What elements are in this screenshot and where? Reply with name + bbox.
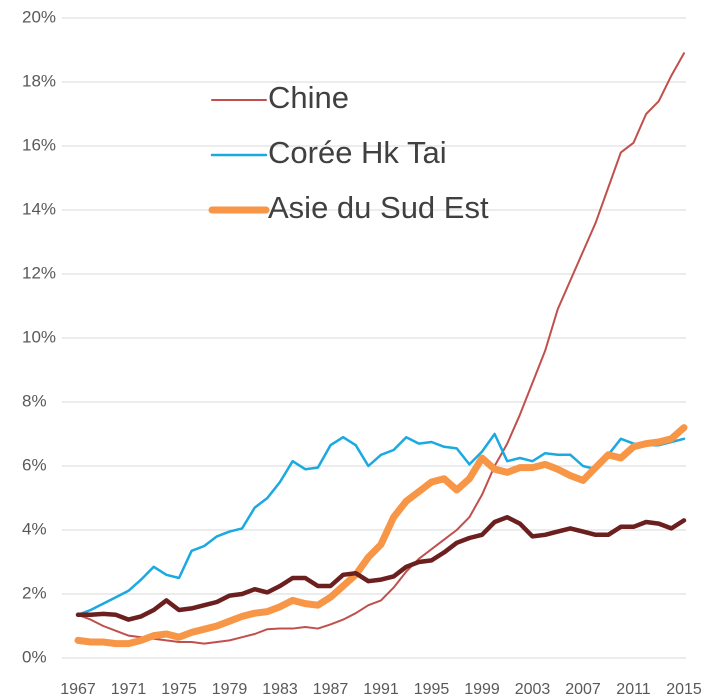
y-tick-label: 2%	[22, 583, 47, 602]
series-line	[74, 424, 688, 648]
x-tick-label: 1995	[414, 681, 450, 698]
series-line	[75, 514, 687, 622]
legend-label: Asie du Sud Est	[268, 190, 489, 225]
series-line	[76, 432, 686, 617]
legend-label: Corée Hk Tai	[268, 135, 447, 170]
y-tick-label: 4%	[22, 519, 47, 538]
y-tick-label: 16%	[22, 135, 56, 154]
y-tick-label: 12%	[22, 263, 56, 282]
x-tick-label: 1983	[262, 681, 298, 698]
x-tick-label: 2015	[666, 681, 702, 698]
y-tick-label: 6%	[22, 455, 47, 474]
x-tick-label: 2003	[515, 681, 551, 698]
y-tick-label: 20%	[22, 7, 56, 26]
y-tick-label: 8%	[22, 391, 47, 410]
series-line	[77, 52, 685, 645]
y-tick-label: 14%	[22, 199, 56, 218]
x-tick-label: 2007	[565, 681, 601, 698]
y-tick-label: 18%	[22, 71, 56, 90]
x-tick-label: 1979	[212, 681, 248, 698]
x-tick-label: 2011	[616, 681, 651, 698]
legend-label: Chine	[268, 80, 349, 115]
x-tick-label: 1967	[60, 681, 96, 698]
y-tick-label: 10%	[22, 327, 56, 346]
x-tick-label: 1987	[313, 681, 349, 698]
x-tick-label: 1975	[161, 681, 197, 698]
y-tick-label: 0%	[22, 647, 47, 666]
x-tick-label: 1971	[111, 681, 147, 698]
x-tick-label: 1999	[464, 681, 500, 698]
x-tick-label: 1991	[363, 681, 399, 698]
